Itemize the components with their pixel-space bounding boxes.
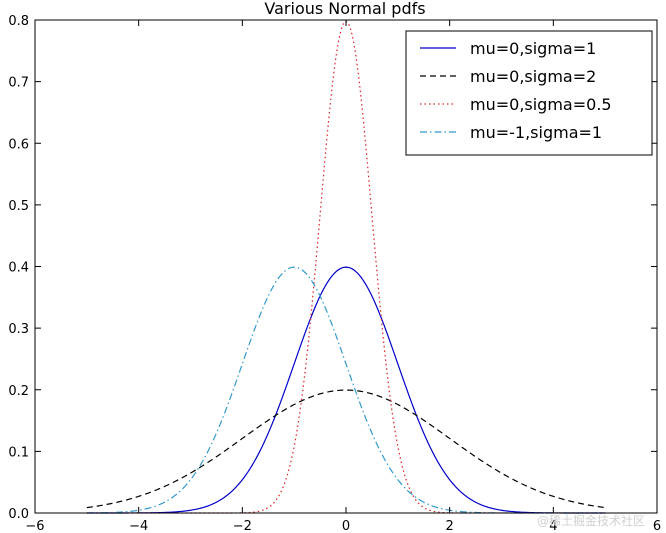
x-tick-label: −6 <box>25 519 44 533</box>
y-tick-label: 0.4 <box>8 261 29 276</box>
legend-label: mu=0,sigma=0.5 <box>470 95 612 114</box>
x-tick-label: −2 <box>233 519 252 533</box>
chart-title: Various Normal pdfs <box>264 0 425 18</box>
legend-box <box>405 30 653 156</box>
y-tick-label: 0.3 <box>8 322 29 337</box>
y-tick-label: 0.5 <box>8 199 29 214</box>
x-tick-label: 4 <box>549 519 557 533</box>
y-tick-label: 0.2 <box>8 384 29 399</box>
y-tick-label: 0.6 <box>8 137 29 152</box>
legend-label: mu=0,sigma=2 <box>470 67 596 86</box>
y-tick-label: 0.1 <box>8 445 29 460</box>
y-tick-label: 0.0 <box>8 507 29 522</box>
watermark-text: @稀土掘金技术社区 <box>537 513 645 528</box>
x-tick-label: 6 <box>653 519 661 533</box>
series-line-1 <box>86 266 606 514</box>
series-line-2 <box>86 389 606 509</box>
legend-label: mu=-1,sigma=1 <box>470 123 602 142</box>
legend-label: mu=0,sigma=1 <box>470 39 596 58</box>
x-tick-label: −4 <box>129 519 148 533</box>
x-tick-label: 2 <box>446 519 454 533</box>
x-tick-label: 0 <box>342 519 350 533</box>
y-axis: 0.0 0.1 0.2 0.3 0.4 0.5 0.6 0.7 0.8 <box>8 14 657 522</box>
legend: mu=0,sigma=1 mu=0,sigma=2 mu=0,sigma=0.5 mu… <box>405 30 653 156</box>
y-tick-label: 0.7 <box>8 76 29 91</box>
x-axis: −6 −4 −2 0 2 4 6 <box>25 20 661 533</box>
y-tick-label: 0.8 <box>8 14 29 29</box>
series-line-4 <box>86 266 606 514</box>
